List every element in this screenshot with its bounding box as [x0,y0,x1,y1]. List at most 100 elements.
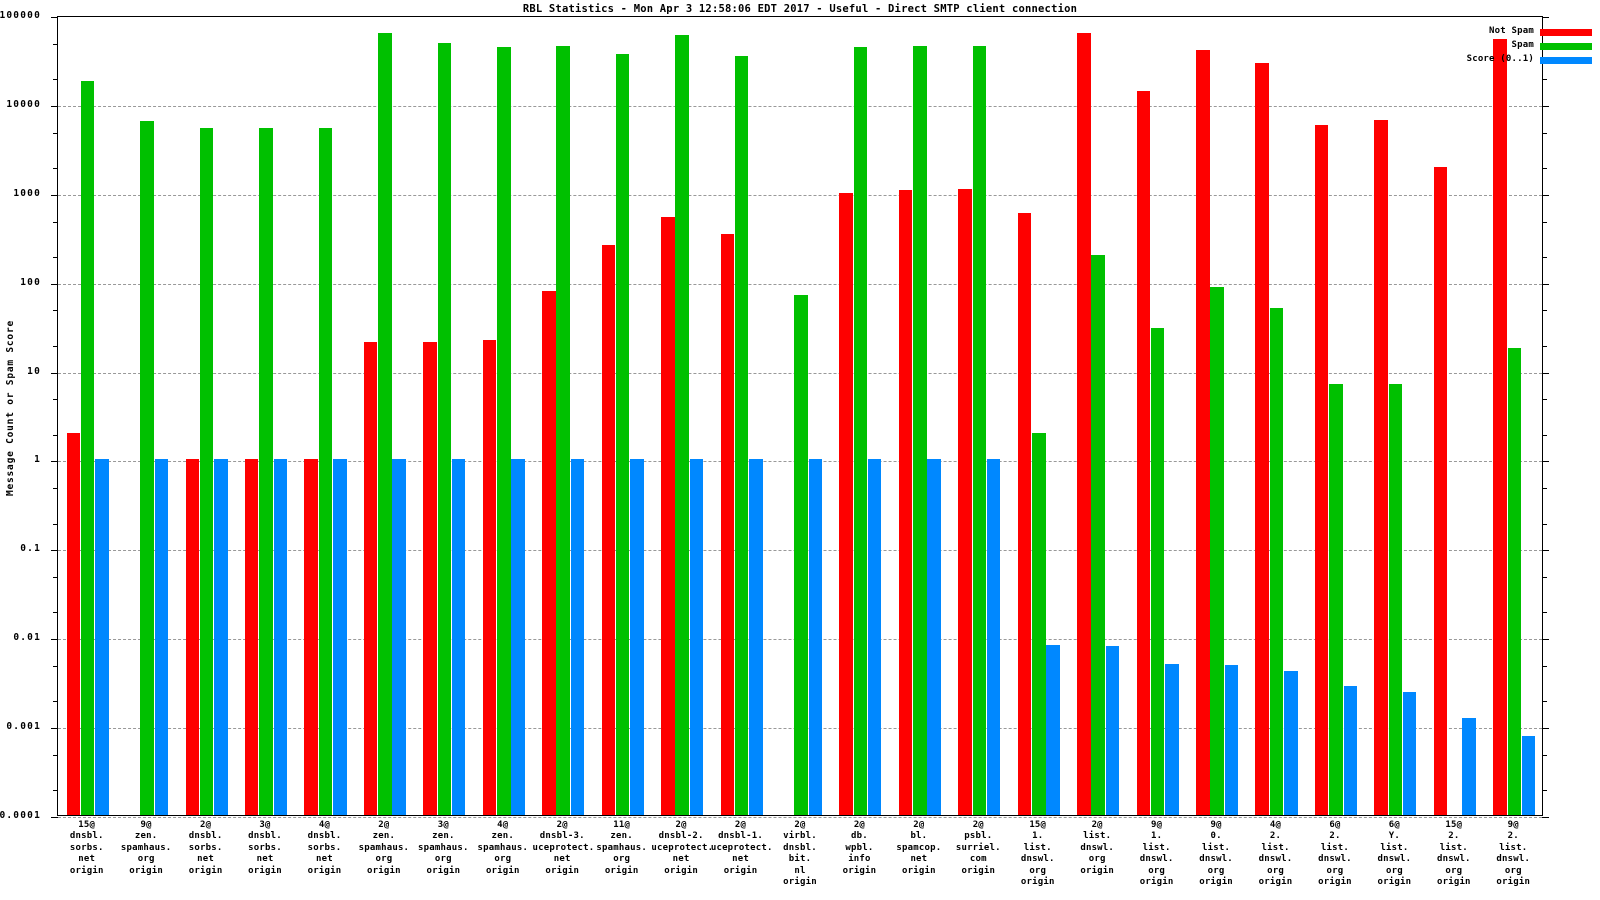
bar-not-spam[interactable] [1196,50,1210,815]
bar-spam[interactable] [259,128,273,815]
bar-score[interactable] [1105,645,1120,815]
bar-spam[interactable] [140,120,154,815]
bar-spam[interactable] [1150,328,1165,815]
bar-spam[interactable] [497,46,511,815]
bar-not-spam[interactable] [661,216,675,815]
bar-score[interactable] [927,459,941,815]
bar-score[interactable] [511,459,525,815]
bar-spam[interactable] [913,45,927,815]
bar-spam[interactable] [1210,286,1224,815]
bar-score[interactable] [273,459,288,815]
x-axis-group-label: 9@ 1. list. dnswl. org origin [1127,820,1186,888]
bar-score[interactable] [1224,664,1239,815]
bar-not-spam[interactable] [66,432,81,815]
bar-spam[interactable] [378,33,392,815]
bar-score[interactable] [214,459,228,815]
legend-item-score: Score (0..1) [1442,54,1592,66]
bar-score[interactable] [1284,670,1298,815]
bar-group [1196,17,1239,815]
bar-spam[interactable] [794,295,808,815]
x-axis-label-line: dnswl. [1080,842,1115,853]
x-axis-label-line: 1. [1151,831,1163,842]
bar-spam[interactable] [734,55,749,815]
bar-group [661,17,704,815]
x-axis-label-line: origin [1258,877,1293,888]
bar-spam[interactable] [1388,384,1403,815]
bar-score[interactable] [451,459,466,815]
bar-not-spam[interactable] [720,234,734,815]
bar-not-spam[interactable] [244,459,259,815]
y-axis-minor-tick-right [1542,168,1547,170]
y-axis-tick-right [1542,372,1549,374]
bar-spam[interactable] [556,45,570,815]
bar-score[interactable] [392,459,406,815]
bar-not-spam[interactable] [601,244,616,815]
bar-score[interactable] [1343,686,1357,815]
x-axis-label-line: 15@ [1445,820,1463,830]
bar-score[interactable] [1521,735,1536,815]
bar-score[interactable] [986,459,1001,815]
bar-not-spam[interactable] [1077,33,1091,815]
bar-not-spam[interactable] [185,459,200,815]
bar-score[interactable] [1165,663,1179,815]
bar-not-spam[interactable] [839,193,853,815]
bar-not-spam[interactable] [1314,124,1329,815]
bar-not-spam[interactable] [958,189,972,815]
y-axis-minor-tick-right [1542,754,1547,756]
bar-score[interactable] [570,459,585,815]
bar-spam[interactable] [1269,308,1284,815]
bar-not-spam[interactable] [1136,90,1151,815]
bar-not-spam[interactable] [898,190,913,815]
bar-spam[interactable] [1329,384,1343,815]
bar-score[interactable] [1402,692,1417,815]
bar-spam[interactable] [437,42,452,815]
bar-spam[interactable] [972,45,987,815]
gridline [58,817,1542,818]
bar-score[interactable] [867,459,882,815]
x-axis-label-line: org [1504,865,1522,876]
y-axis-minor-tick-right [1542,577,1547,579]
bar-score[interactable] [1462,718,1476,815]
bar-spam[interactable] [1507,347,1522,815]
bar-not-spam[interactable] [1374,119,1388,815]
bar-not-spam[interactable] [1493,38,1507,815]
bar-score[interactable] [95,459,109,815]
bar-spam[interactable] [1032,432,1046,815]
x-axis-label-line: zen. [491,831,515,842]
bar-spam[interactable] [199,128,214,815]
bar-not-spam[interactable] [423,341,437,815]
bar-not-spam[interactable] [1017,212,1032,815]
legend-item-spam: Spam [1442,40,1592,52]
bar-score[interactable] [333,459,347,815]
y-axis-tick [51,372,58,374]
x-axis-label-line: net [910,854,928,865]
bar-spam[interactable] [615,54,630,815]
bar-spam[interactable] [853,46,868,815]
bar-not-spam[interactable] [304,459,318,815]
bar-not-spam[interactable] [482,340,497,815]
bar-score[interactable] [154,459,169,815]
bar-group [1017,17,1060,815]
bar-score[interactable] [808,459,823,815]
bar-not-spam[interactable] [1433,167,1448,815]
bar-spam[interactable] [675,34,689,815]
bar-score[interactable] [630,459,644,815]
bar-group [66,17,109,815]
y-axis-tick-right [1542,550,1549,552]
x-axis-label-line: dnsbl. [69,831,104,842]
bar-spam[interactable] [80,81,95,815]
bar-not-spam[interactable] [363,341,378,815]
x-axis-group-label: 9@ 0. list. dnswl. org origin [1186,820,1245,888]
x-axis-label-line: uceprotect. [710,842,773,853]
legend-label-score: Score (0..1) [1466,54,1534,64]
x-axis-group-label: 4@ dnsbl. sorbs. net origin [295,820,354,877]
bar-score[interactable] [689,459,704,815]
bar-spam[interactable] [1091,254,1105,815]
bar-not-spam[interactable] [542,291,556,815]
x-axis-group-label: 2@ list. dnswl. org origin [1067,820,1126,877]
bar-not-spam[interactable] [1255,62,1269,815]
y-axis-minor-tick [53,665,58,667]
bar-spam[interactable] [318,128,333,815]
bar-score[interactable] [749,459,763,815]
bar-score[interactable] [1046,644,1060,815]
